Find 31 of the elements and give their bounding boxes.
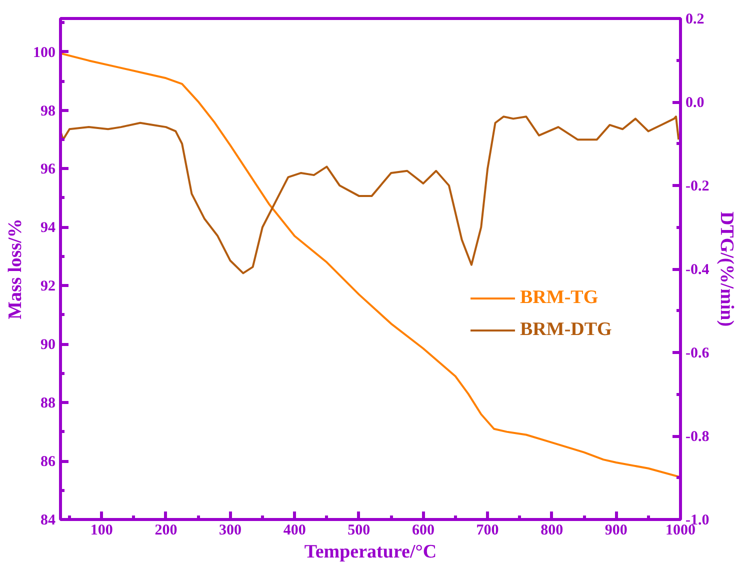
x-tick-label: 900 <box>604 522 628 538</box>
x-tick-label: 800 <box>540 522 564 538</box>
legend-label: BRM-DTG <box>520 319 612 341</box>
y2-tick-label: -0.2 <box>686 178 710 194</box>
line-series <box>60 116 680 274</box>
y-axis-title: Mass loss/% <box>5 218 26 320</box>
y2-tick-label: -0.8 <box>686 429 710 445</box>
x-tick-label: 300 <box>219 522 242 538</box>
x-tick-label: 200 <box>154 522 178 538</box>
y-tick-label: 88 <box>40 396 56 412</box>
y-tick-label: 100 <box>33 44 56 61</box>
y2-tick-label: -0.6 <box>686 346 710 362</box>
y-tick-label: 84 <box>40 512 56 528</box>
legend-label: BRM-TG <box>520 287 598 309</box>
y2-tick-label: -0.4 <box>686 262 710 278</box>
y-tick-label: 86 <box>40 454 56 470</box>
y2-tick-label: 0.2 <box>686 12 704 28</box>
y-tick-label: 90 <box>40 337 56 354</box>
x-tick-label: 600 <box>412 522 434 538</box>
y2-tick-label: 0.0 <box>686 95 704 111</box>
line-series <box>60 52 680 478</box>
x-tick-label: 500 <box>348 522 370 538</box>
y-tick-label: 98 <box>40 103 56 120</box>
y-tick-label: 94 <box>40 220 56 236</box>
x-tick-label: 100 <box>90 522 113 538</box>
x-tick-label: 700 <box>476 522 499 538</box>
x-tick-label: 400 <box>283 522 306 538</box>
y-tick-label: 96 <box>40 162 56 178</box>
y-tick-label: 92 <box>40 278 56 295</box>
x-axis-title: Temperature/°C <box>304 542 437 562</box>
y2-axis-title: DTG/(%/min) <box>716 211 738 327</box>
